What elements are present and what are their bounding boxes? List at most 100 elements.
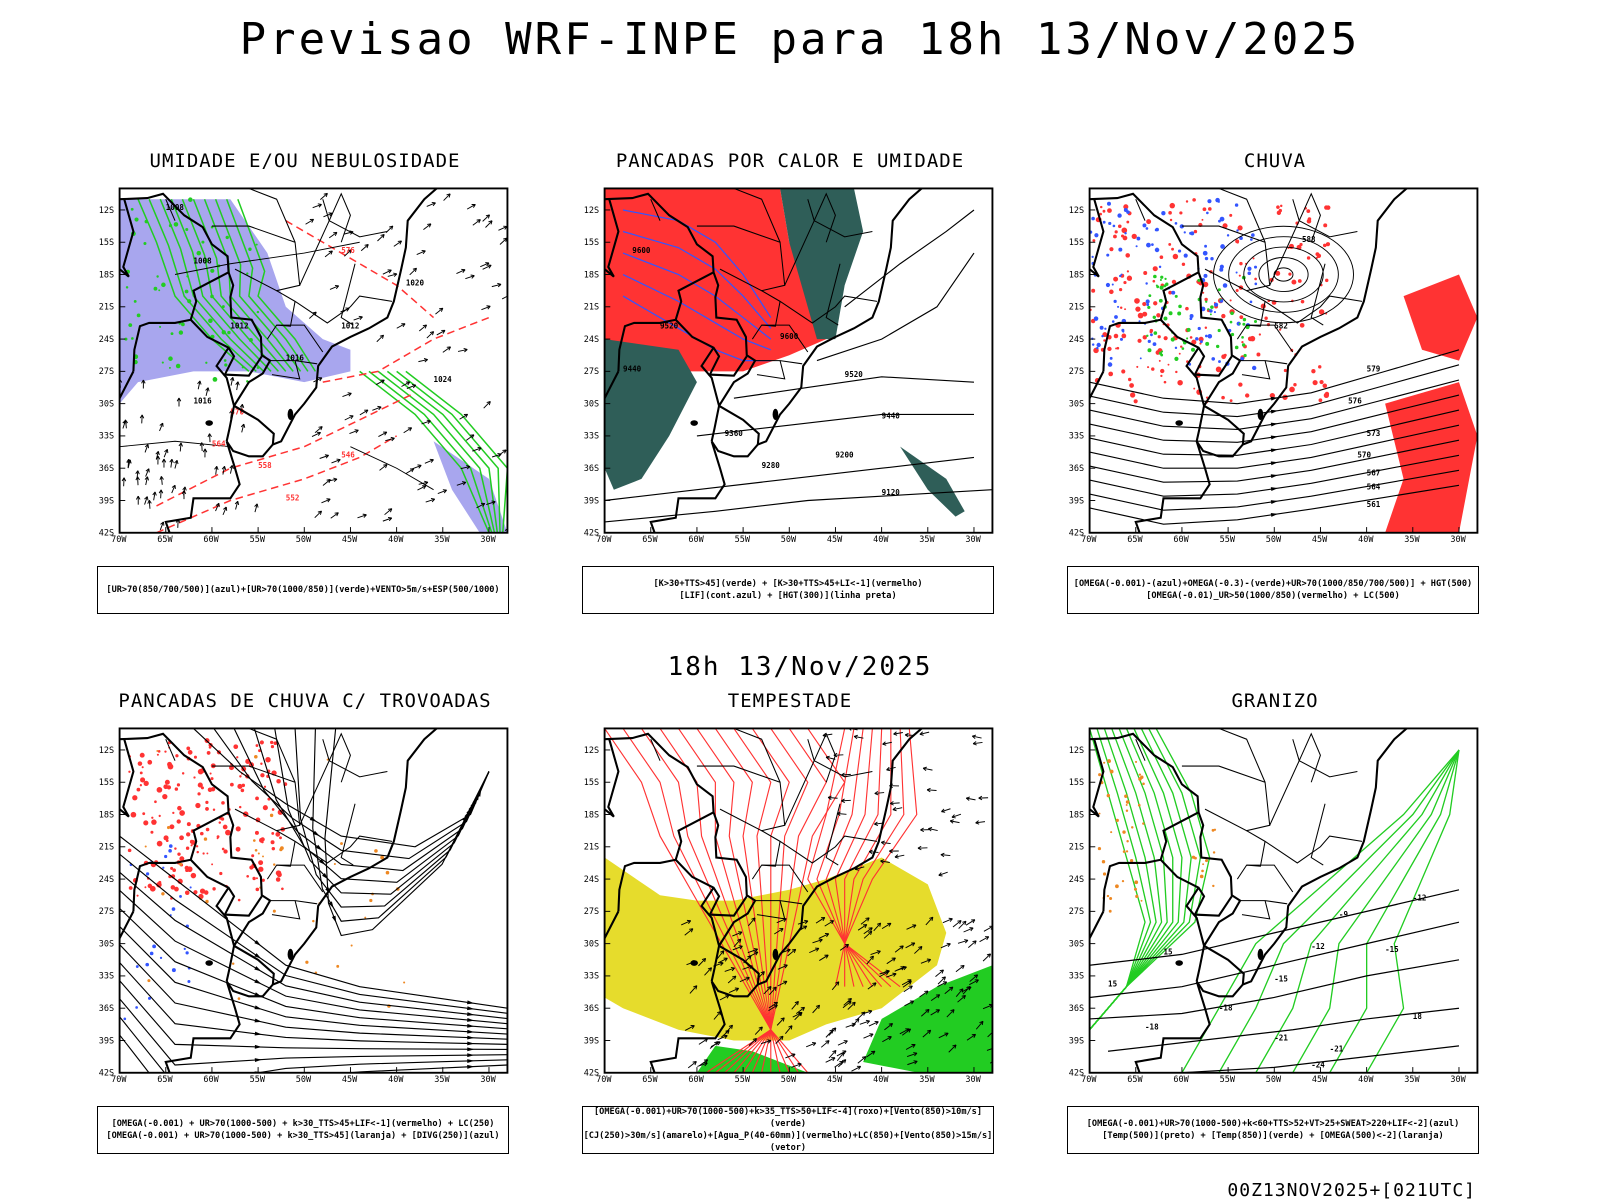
rain-green bbox=[1177, 312, 1181, 316]
rain-red bbox=[1230, 399, 1233, 402]
wind-vector bbox=[507, 475, 516, 478]
lon-label: 55W bbox=[735, 535, 751, 545]
thunder-red bbox=[170, 867, 173, 870]
contour-label: 552 bbox=[286, 493, 300, 502]
omega-orange bbox=[1134, 880, 1138, 884]
divergence-blue bbox=[172, 907, 176, 911]
humidity-green-cell bbox=[145, 220, 148, 223]
rain-red bbox=[1091, 289, 1095, 293]
rain-red bbox=[1307, 256, 1310, 259]
lon-label: 30W bbox=[480, 1075, 496, 1085]
omega-orange bbox=[1141, 900, 1143, 902]
rain-blue bbox=[1208, 334, 1213, 339]
lat-label: 24S bbox=[584, 875, 599, 885]
omega-orange bbox=[1102, 860, 1105, 863]
omega-orange bbox=[1131, 826, 1133, 828]
lat-label: 27S bbox=[584, 907, 599, 917]
rain-red bbox=[1308, 217, 1312, 221]
rain-blue bbox=[1252, 366, 1256, 370]
humidity-green-cell bbox=[185, 228, 188, 231]
rain-red bbox=[1160, 369, 1164, 373]
lat-label: 12S bbox=[1069, 746, 1084, 756]
rain-green bbox=[1231, 333, 1234, 336]
divergence-blue bbox=[190, 886, 192, 888]
contour-label: 9440 bbox=[623, 364, 642, 373]
thunder-red bbox=[236, 847, 241, 852]
contour-label: 564 bbox=[212, 440, 226, 449]
lat-label: 30S bbox=[584, 939, 599, 949]
rain-blue bbox=[1117, 306, 1119, 308]
rain-blue bbox=[1171, 291, 1175, 295]
humidity-green-cell bbox=[242, 366, 244, 368]
omega-orange bbox=[1099, 813, 1101, 815]
thunder-red bbox=[239, 775, 241, 777]
humidity-green-cell bbox=[158, 289, 160, 291]
contour-label: 570 bbox=[1357, 450, 1371, 459]
lat-label: 21S bbox=[584, 303, 599, 313]
humidity-green-cell bbox=[257, 311, 259, 313]
panel-title: UMIDADE E/OU NEBULOSIDADE bbox=[95, 150, 515, 172]
rain-red bbox=[1138, 313, 1144, 319]
rain-blue bbox=[1114, 300, 1117, 303]
rain-green bbox=[1242, 323, 1245, 326]
lon-label: 30W bbox=[1450, 1075, 1466, 1085]
thunder-red bbox=[264, 786, 266, 788]
thunder-red bbox=[194, 756, 197, 759]
thunder-red bbox=[202, 852, 204, 854]
contour-label: -18 bbox=[1145, 1023, 1159, 1032]
lon-label: 35W bbox=[1404, 1075, 1420, 1085]
rain-blue bbox=[1142, 223, 1146, 227]
humidity-green-cell bbox=[249, 338, 253, 342]
omega-orange bbox=[1212, 829, 1215, 832]
divergence-blue bbox=[145, 963, 149, 967]
humidity-green-cell bbox=[186, 275, 188, 277]
omega-orange bbox=[1142, 782, 1145, 785]
rain-blue bbox=[1250, 301, 1253, 304]
omega-orange bbox=[1126, 804, 1128, 806]
omega-orange bbox=[1130, 859, 1133, 862]
thunder-red bbox=[168, 764, 174, 770]
rain-green bbox=[1153, 316, 1156, 319]
lat-label: 18S bbox=[1069, 270, 1084, 280]
rain-green bbox=[1191, 348, 1195, 352]
run-timestamp: 00Z13NOV2025+[021UTC] bbox=[1227, 1180, 1476, 1201]
panel-legend: [OMEGA(-0.001)-(azul)+OMEGA(-0.3)-(verde… bbox=[1067, 566, 1479, 614]
panel-title: TEMPESTADE bbox=[580, 690, 1000, 712]
lat-label: 24S bbox=[99, 875, 114, 885]
thunder-red bbox=[260, 740, 264, 744]
rain-blue bbox=[1122, 331, 1124, 333]
lagoon bbox=[1258, 409, 1264, 420]
rain-red bbox=[1160, 255, 1164, 259]
rain-red bbox=[1121, 369, 1125, 373]
lat-label: 21S bbox=[1069, 843, 1084, 853]
rain-blue bbox=[1097, 343, 1101, 347]
lon-label: 50W bbox=[781, 1075, 797, 1085]
rain-blue bbox=[1108, 362, 1113, 367]
thunder-red bbox=[150, 886, 156, 892]
contour-label: -15 bbox=[1274, 974, 1288, 983]
rain-red bbox=[1239, 275, 1241, 277]
thunder-red bbox=[206, 828, 210, 832]
thunder-red bbox=[271, 745, 274, 748]
omega-orange bbox=[1124, 795, 1127, 798]
thunder-red bbox=[219, 821, 221, 823]
lon-label: 55W bbox=[735, 1075, 751, 1085]
lat-label: 15S bbox=[584, 238, 599, 248]
thunder-red bbox=[255, 796, 259, 800]
rain-red bbox=[1115, 230, 1118, 233]
rain-red bbox=[1236, 289, 1239, 292]
rain-green bbox=[1171, 337, 1175, 341]
lon-label: 30W bbox=[965, 535, 981, 545]
rain-green bbox=[1154, 331, 1158, 335]
panel-title: PANCADAS DE CHUVA C/ TROVOADAS bbox=[95, 690, 515, 712]
rain-red bbox=[1119, 288, 1122, 291]
rain-green bbox=[1174, 357, 1178, 361]
rain-blue bbox=[1153, 342, 1157, 346]
rain-green bbox=[1165, 283, 1168, 286]
lon-label: 65W bbox=[1127, 1075, 1143, 1085]
rain-blue bbox=[1207, 199, 1211, 203]
legend-line-2: [Temp(500)](preto) + [Temp(850)](verde) … bbox=[1068, 1130, 1478, 1142]
lagoon bbox=[288, 409, 294, 420]
thunder-orange bbox=[336, 965, 339, 968]
